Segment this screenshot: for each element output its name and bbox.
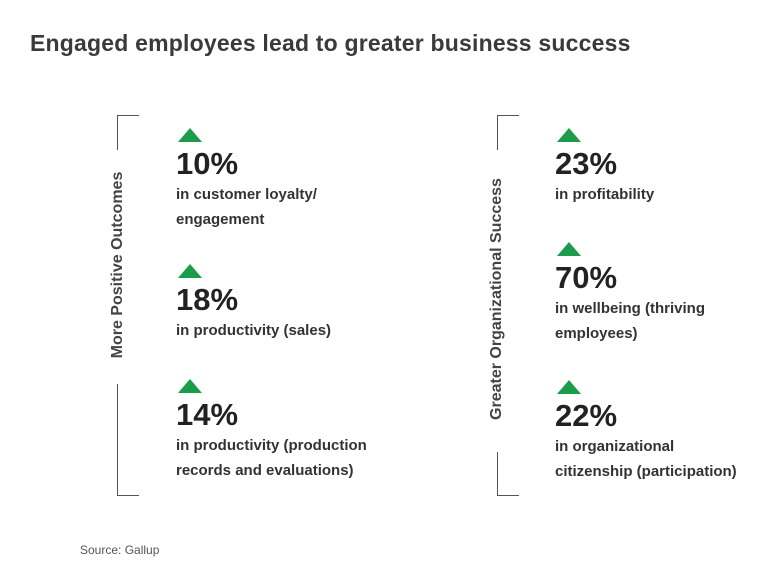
triangle-up-icon [557, 380, 581, 394]
stat-value: 22% [555, 398, 618, 433]
stat-item: 18% in productivity (sales) [176, 264, 331, 342]
stat-value: 10% [176, 146, 239, 181]
bracket-top [497, 115, 519, 116]
triangle-up-icon [178, 128, 202, 142]
bracket-top [117, 115, 139, 116]
stat-item: 70% in wellbeing (thriving employees) [555, 242, 705, 345]
stat-desc: citizenship (participation) [555, 463, 737, 480]
bracket-bottom [117, 495, 139, 496]
stat-value: 18% [176, 282, 239, 317]
stat-value: 14% [176, 397, 239, 432]
triangle-up-icon [557, 242, 581, 256]
bracket-line [117, 115, 118, 150]
source-note: Source: Gallup [80, 543, 160, 557]
stat-value: 23% [555, 146, 618, 181]
stat-desc: in customer loyalty/ [176, 186, 317, 203]
stat-item: 23% in profitability [555, 128, 654, 206]
right-group-label: Greater Organizational Success [488, 178, 505, 420]
page-title: Engaged employees lead to greater busine… [30, 30, 631, 56]
stat-desc: in productivity (sales) [176, 322, 332, 339]
stat-item: 22% in organizational citizenship (parti… [555, 380, 737, 483]
stat-desc: records and evaluations) [176, 462, 354, 479]
triangle-up-icon [178, 379, 202, 393]
stat-desc: in wellbeing (thriving [555, 300, 705, 317]
stat-desc: employees) [555, 325, 638, 342]
bracket-line [497, 452, 498, 495]
stat-desc: engagement [176, 211, 265, 228]
stat-item: 10% in customer loyalty/ engagement [176, 128, 317, 231]
triangle-up-icon [178, 264, 202, 278]
stat-value: 70% [555, 260, 618, 295]
bracket-line [117, 384, 118, 495]
triangle-up-icon [557, 128, 581, 142]
stat-desc: in profitability [555, 186, 655, 203]
left-group-label: More Positive Outcomes [109, 171, 126, 359]
bracket-line [497, 115, 498, 150]
stat-item: 14% in productivity (production records … [176, 379, 367, 482]
stat-desc: in organizational [555, 438, 675, 455]
stat-desc: in productivity (production [176, 437, 367, 454]
bracket-bottom [497, 495, 519, 496]
